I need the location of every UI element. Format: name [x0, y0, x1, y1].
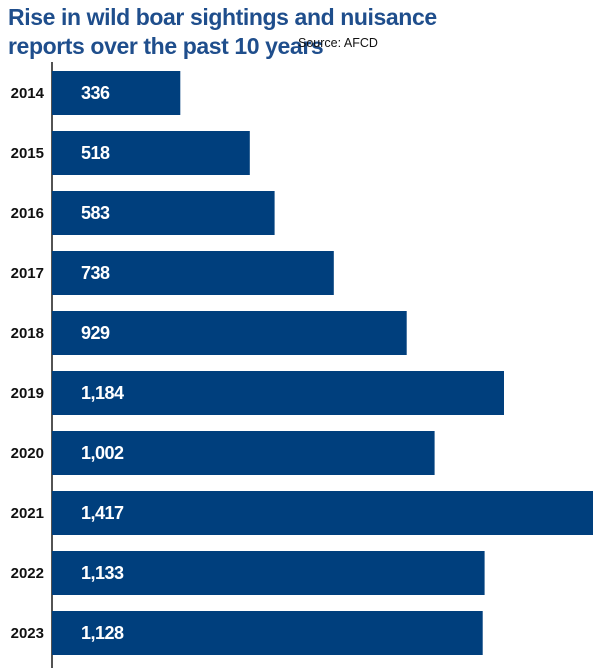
- bar-2016: [52, 191, 275, 235]
- chart-title-line-2: reports over the past 10 years: [8, 33, 324, 59]
- year-label-2019: 2019: [11, 385, 44, 402]
- year-label-2016: 2016: [11, 205, 44, 222]
- bar-2023: [52, 611, 483, 655]
- value-label-2018: 929: [81, 323, 110, 343]
- year-label-2022: 2022: [11, 565, 44, 582]
- value-label-2020: 1,002: [81, 443, 124, 463]
- year-label-2020: 2020: [11, 445, 44, 462]
- value-label-2021: 1,417: [81, 503, 124, 523]
- chart-source: Source: AFCD: [298, 36, 378, 50]
- year-label-2017: 2017: [11, 265, 44, 282]
- value-label-2017: 738: [81, 263, 110, 283]
- bar-2014: [52, 71, 181, 115]
- value-label-2023: 1,128: [81, 623, 124, 643]
- year-label-2018: 2018: [11, 325, 44, 342]
- bar-2018: [52, 311, 407, 355]
- year-label-2023: 2023: [11, 625, 44, 642]
- value-label-2015: 518: [81, 143, 110, 163]
- chart-title-line-1: Rise in wild boar sightings and nuisance: [8, 4, 437, 30]
- bar-2021: [52, 491, 593, 535]
- value-label-2022: 1,133: [81, 563, 124, 583]
- bar-2020: [52, 431, 435, 475]
- value-label-2019: 1,184: [81, 383, 124, 403]
- bar-2022: [52, 551, 485, 595]
- bar-2015: [52, 131, 250, 175]
- value-label-2014: 336: [81, 83, 110, 103]
- year-label-2014: 2014: [11, 85, 45, 102]
- value-label-2016: 583: [81, 203, 110, 223]
- bars-group: 2014 336 2015 518 2016 583 2017 738 2018 929 2019 1…: [11, 71, 593, 655]
- year-label-2015: 2015: [11, 145, 44, 162]
- bar-2019: [52, 371, 504, 415]
- bar-2017: [52, 251, 334, 295]
- chart-title: Rise in wild boar sightings and nuisance…: [8, 3, 437, 61]
- year-label-2021: 2021: [11, 505, 44, 522]
